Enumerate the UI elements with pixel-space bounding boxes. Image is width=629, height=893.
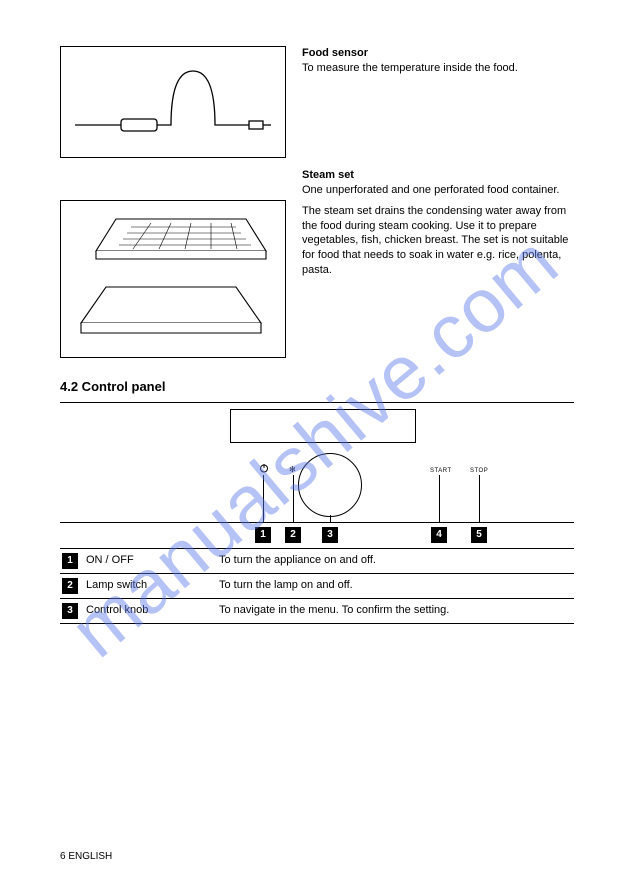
food-sensor-desc: To measure the temperature inside the fo… bbox=[302, 61, 574, 76]
control-name: ON / OFF bbox=[86, 553, 211, 568]
steam-set-figure bbox=[60, 200, 286, 358]
food-sensor-figure bbox=[60, 46, 286, 158]
start-label: START bbox=[430, 467, 452, 475]
power-icon bbox=[259, 463, 269, 476]
leader-line bbox=[479, 475, 480, 523]
section-title: 4.2 Control panel bbox=[60, 378, 574, 396]
steam-set-desc-2: The steam set drains the condensing wate… bbox=[302, 204, 574, 278]
knob-shape bbox=[298, 453, 362, 517]
control-idx: 2 bbox=[62, 578, 78, 594]
control-row: 2 Lamp switch To turn the lamp on and of… bbox=[60, 574, 574, 599]
control-row: 3 Control knob To navigate in the menu. … bbox=[60, 599, 574, 623]
control-desc: To turn the lamp on and off. bbox=[219, 578, 572, 593]
page-footer: 6 ENGLISH bbox=[60, 850, 112, 864]
display-rect bbox=[230, 409, 416, 443]
food-sensor-title: Food sensor bbox=[302, 47, 368, 59]
control-panel-diagram: ✻ START STOP bbox=[60, 403, 574, 523]
control-idx: 3 bbox=[62, 603, 78, 619]
marker-3: 3 bbox=[322, 527, 338, 543]
control-desc: To navigate in the menu. To confirm the … bbox=[219, 603, 572, 618]
steam-set-block: Steam set One unperforated and one perfo… bbox=[60, 168, 574, 358]
control-row: 1 ON / OFF To turn the appliance on and … bbox=[60, 549, 574, 574]
steam-set-desc-1: One unperforated and one perforated food… bbox=[302, 183, 574, 198]
leader-line bbox=[263, 475, 264, 523]
marker-5: 5 bbox=[471, 527, 487, 543]
leader-line bbox=[293, 475, 294, 523]
markers-row: 1 2 3 4 5 bbox=[60, 523, 574, 549]
control-name: Lamp switch bbox=[86, 578, 211, 593]
control-name: Control knob bbox=[86, 603, 211, 618]
control-desc: To turn the appliance on and off. bbox=[219, 553, 572, 568]
control-panel: ✻ START STOP 1 2 3 4 5 1 ON / OFF To tur… bbox=[60, 402, 574, 624]
marker-4: 4 bbox=[431, 527, 447, 543]
control-list: 1 ON / OFF To turn the appliance on and … bbox=[60, 549, 574, 623]
leader-line bbox=[439, 475, 440, 523]
stop-label: STOP bbox=[470, 467, 488, 475]
control-idx: 1 bbox=[62, 553, 78, 569]
leader-line bbox=[330, 515, 331, 523]
marker-1: 1 bbox=[255, 527, 271, 543]
steam-set-title: Steam set bbox=[302, 169, 354, 181]
marker-2: 2 bbox=[285, 527, 301, 543]
food-sensor-block: Food sensor To measure the temperature i… bbox=[60, 46, 574, 158]
